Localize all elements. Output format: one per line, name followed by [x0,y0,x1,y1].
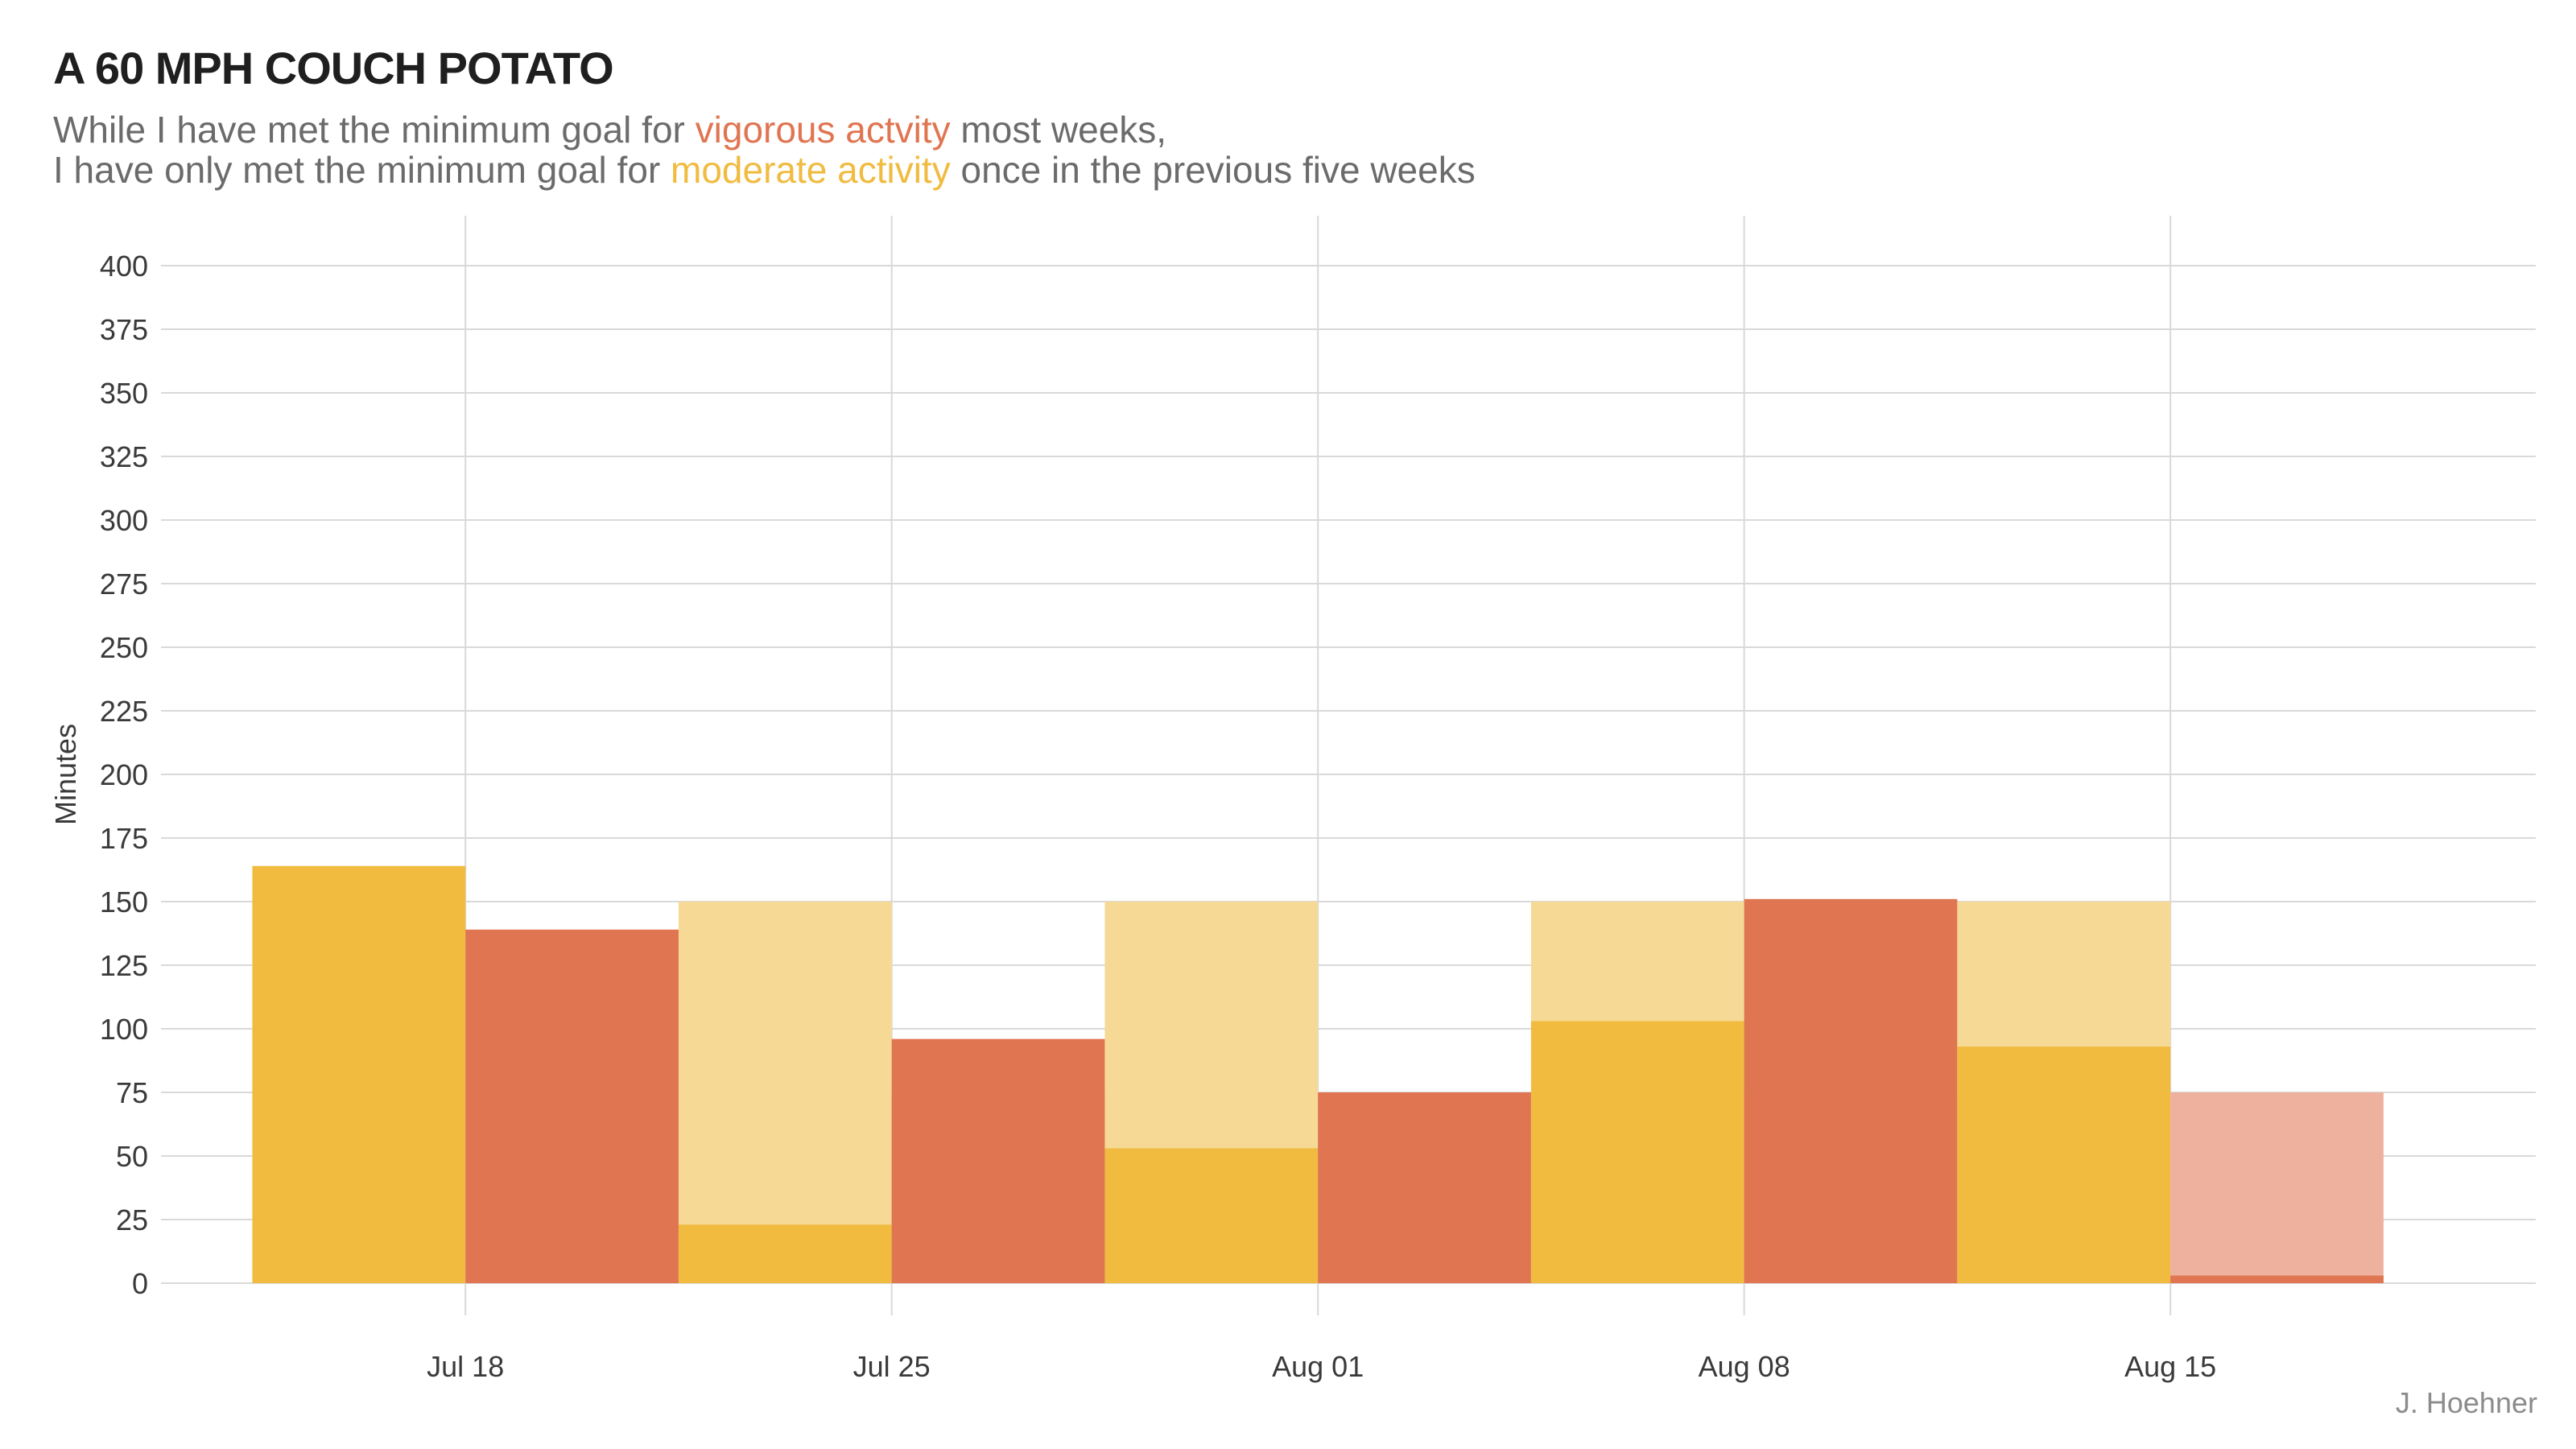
subtitle-vigorous-highlight: vigorous actvity [695,109,951,151]
y-tick-label: 150 [100,886,148,919]
y-tick-label: 300 [100,504,148,537]
y-tick-label: 400 [100,250,148,283]
y-tick-label: 375 [100,313,148,346]
moderate-bar [1957,1046,2171,1283]
subtitle-line-2-pre: I have only met the minimum goal for [53,149,671,191]
x-tick-label: Jul 25 [853,1350,931,1383]
vigorous-bar [891,1038,1105,1283]
subtitle-line-1: While I have met the minimum goal for vi… [53,109,1476,150]
chart-subtitle: While I have met the minimum goal for vi… [53,109,1476,190]
x-tick-label: Jul 18 [427,1350,504,1383]
y-tick-label: 225 [100,695,148,728]
y-tick-label: 250 [100,631,148,664]
x-tick-label: Aug 15 [2124,1350,2216,1383]
caption-author: J. Hoehner [2395,1386,2537,1419]
vigorous-bar [465,929,679,1283]
y-tick-label: 175 [100,822,148,855]
bars [252,865,2384,1283]
y-tick-label: 275 [100,568,148,601]
y-tick-label: 75 [116,1076,148,1109]
moderate-bar [1530,1021,1744,1283]
y-tick-label: 100 [100,1013,148,1046]
chart-title: A 60 MPH COUCH POTATO [53,43,614,93]
axis-labels: 0 25 50 75 100 125 150 175 200 225 250 275 300 325 350… [49,250,2216,1383]
y-axis-title: Minutes [49,724,82,825]
x-tick-label: Aug 08 [1699,1350,1790,1383]
subtitle-line-1-pre: While I have met the minimum goal for [53,109,696,151]
moderate-goal-bar [678,902,892,1283]
y-tick-label: 200 [100,758,148,791]
subtitle-moderate-highlight: moderate activity [671,149,951,191]
subtitle-line-2-post: once in the previous five weeks [950,149,1476,191]
vigorous-bar [1318,1092,1531,1283]
moderate-bar [678,1224,892,1283]
y-tick-label: 325 [100,440,148,473]
x-tick-label: Aug 01 [1272,1350,1364,1383]
moderate-bar [252,865,466,1283]
vigorous-bar [1744,898,1958,1283]
y-tick-label: 25 [116,1203,148,1236]
y-tick-label: 350 [100,377,148,410]
moderate-bar [1104,1148,1319,1283]
subtitle-line-2: I have only met the minimum goal for mod… [53,150,1476,190]
subtitle-line-1-post: most weeks, [950,109,1167,151]
vigorous-bar [2170,1275,2384,1283]
y-tick-label: 50 [116,1140,148,1173]
y-tick-label: 0 [132,1267,148,1300]
vigorous-goal-bar [2170,1092,2384,1283]
y-tick-label: 125 [100,949,148,982]
